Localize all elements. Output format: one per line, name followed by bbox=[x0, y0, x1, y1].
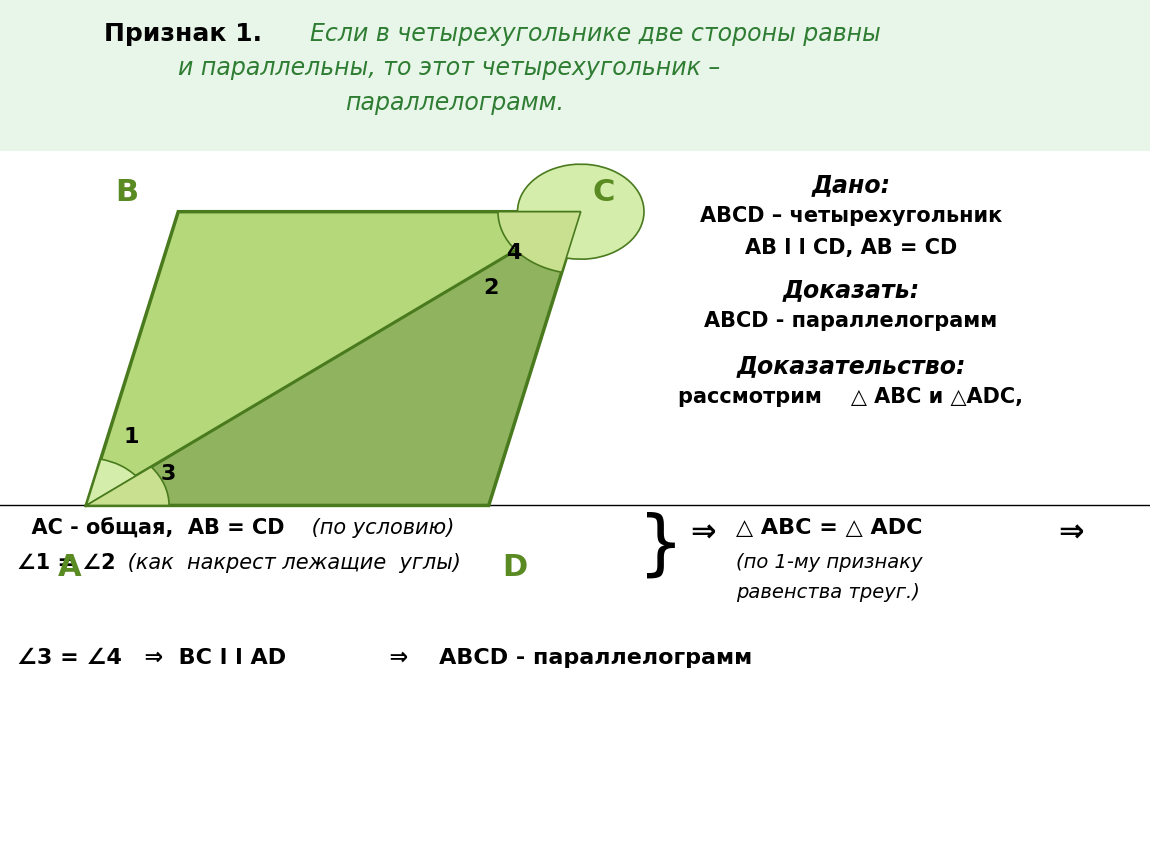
Text: (как  накрест лежащие  углы): (как накрест лежащие углы) bbox=[121, 553, 461, 573]
Text: ∠3 = ∠4: ∠3 = ∠4 bbox=[17, 648, 122, 668]
Text: }: } bbox=[638, 511, 684, 581]
Text: 1: 1 bbox=[123, 427, 138, 448]
Text: Дано:: Дано: bbox=[812, 173, 890, 197]
Text: Если в четырехугольнике две стороны равны: Если в четырехугольнике две стороны равн… bbox=[310, 22, 881, 46]
Text: (по условию): (по условию) bbox=[305, 518, 454, 538]
Wedge shape bbox=[86, 467, 169, 505]
Text: D: D bbox=[503, 553, 528, 582]
Polygon shape bbox=[86, 212, 581, 505]
Text: B: B bbox=[115, 178, 138, 207]
Text: ⇒    ABCD - параллелограмм: ⇒ ABCD - параллелограмм bbox=[374, 648, 752, 668]
Text: AB l l CD, AB = CD: AB l l CD, AB = CD bbox=[745, 238, 957, 258]
Text: A: A bbox=[58, 553, 82, 582]
Text: Признак 1.: Признак 1. bbox=[104, 22, 261, 46]
Bar bbox=[0, 0, 1150, 151]
Text: ⇒: ⇒ bbox=[1058, 518, 1083, 548]
Text: АС - общая,  АB = CD: АС - общая, АB = CD bbox=[17, 518, 285, 538]
Wedge shape bbox=[86, 459, 136, 505]
Text: равенства треуг.): равенства треуг.) bbox=[736, 583, 920, 602]
Text: 2: 2 bbox=[483, 277, 498, 298]
Polygon shape bbox=[86, 212, 581, 505]
Text: 3: 3 bbox=[161, 463, 176, 484]
Text: параллелограмм.: параллелограмм. bbox=[345, 91, 564, 115]
Text: ABCD – четырехугольник: ABCD – четырехугольник bbox=[700, 206, 1002, 226]
Text: C: C bbox=[592, 178, 614, 207]
Wedge shape bbox=[518, 164, 644, 259]
Text: Доказать:: Доказать: bbox=[782, 278, 920, 302]
Text: рассмотрим    △ ABC и △ADC,: рассмотрим △ ABC и △ADC, bbox=[678, 387, 1024, 407]
Text: и параллельны, то этот четырехугольник –: и параллельны, то этот четырехугольник – bbox=[178, 56, 721, 80]
Text: ⇒  BC l l AD: ⇒ BC l l AD bbox=[129, 648, 286, 668]
Text: (по 1-му признаку: (по 1-му признаку bbox=[736, 553, 922, 572]
Text: Доказательство:: Доказательство: bbox=[736, 354, 966, 378]
Text: ⇒: ⇒ bbox=[690, 518, 715, 548]
Text: ∠1 = ∠2: ∠1 = ∠2 bbox=[17, 553, 116, 573]
Text: 4: 4 bbox=[506, 243, 521, 264]
Text: ABCD - параллелограмм: ABCD - параллелограмм bbox=[704, 311, 998, 331]
Wedge shape bbox=[498, 212, 581, 272]
Text: △ ABC = △ ADC: △ ABC = △ ADC bbox=[736, 518, 922, 538]
